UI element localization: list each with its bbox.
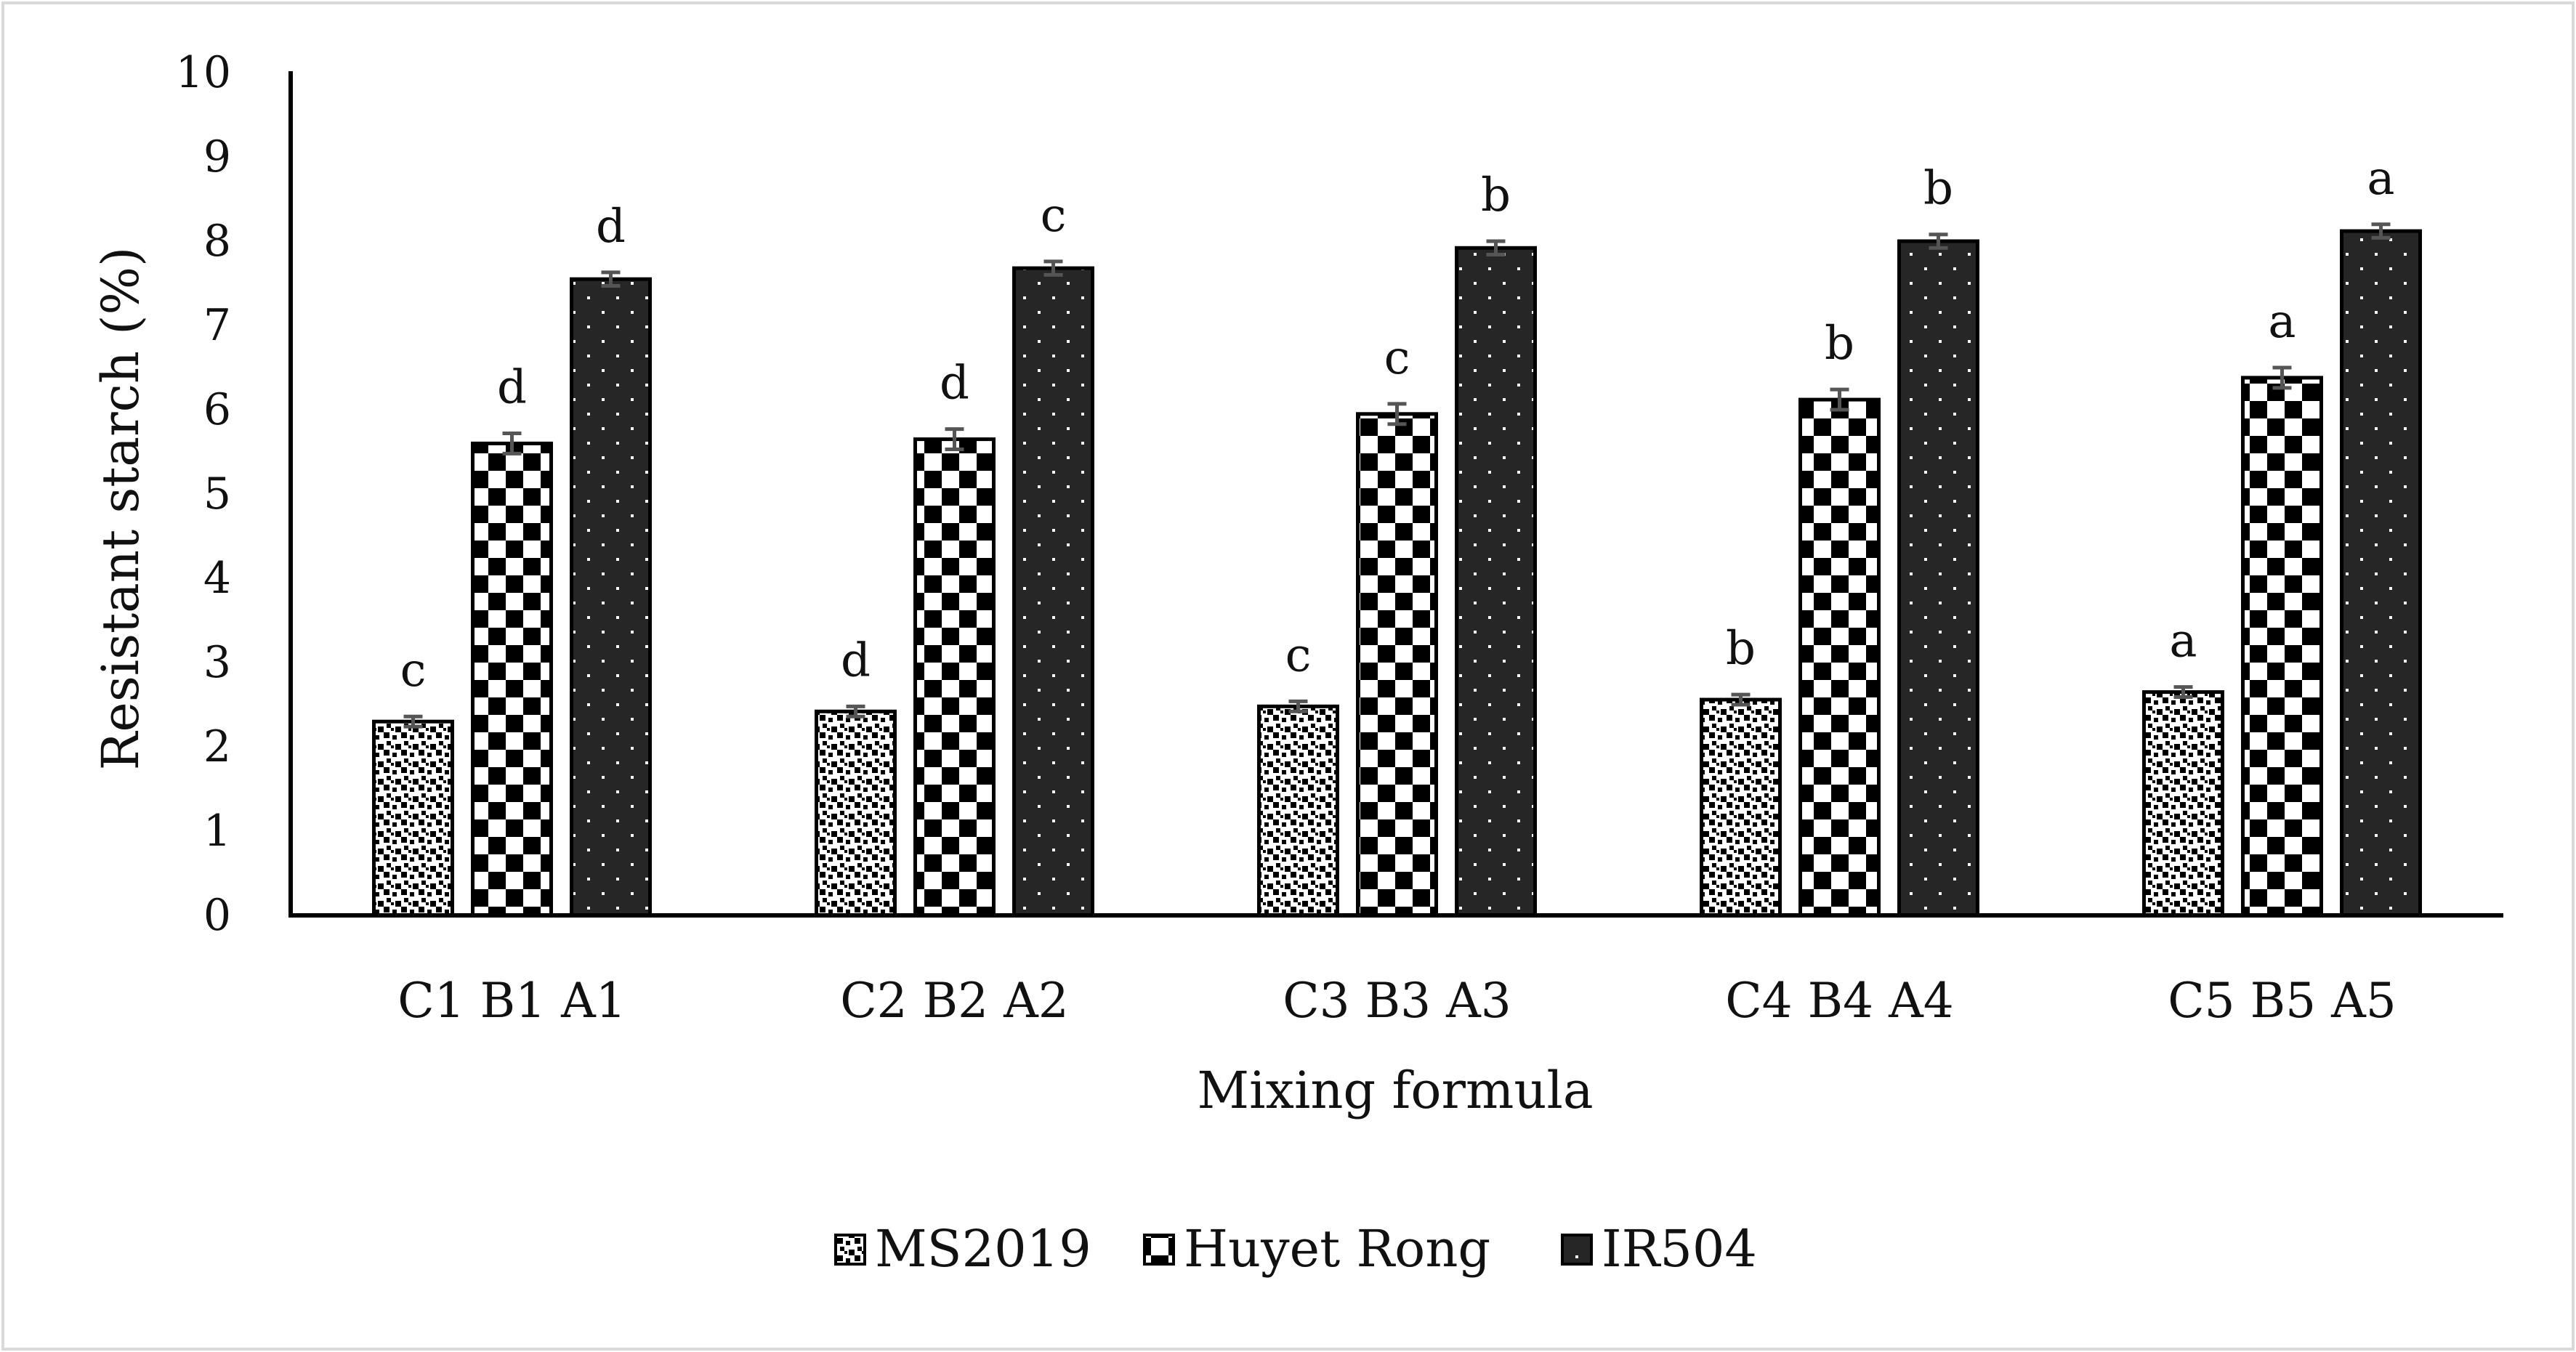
y-tick-label: 1 — [203, 806, 231, 857]
y-tick-label: 7 — [203, 300, 231, 351]
plot-area: 0 1 2 3 4 5 6 7 8 9 10 c d d C1 B1 A1 d d c C2 B2 A2 c c b C3 … — [176, 47, 2503, 1029]
y-tick-label: 8 — [203, 216, 231, 267]
legend-label: IR504 — [1602, 1219, 1757, 1279]
y-tick-label: 10 — [176, 47, 231, 98]
y-tick-label: 4 — [203, 553, 231, 604]
bar — [2241, 376, 2323, 918]
bar — [372, 719, 454, 918]
legend: MS2019 Huyet Rong IR504 — [834, 1219, 1757, 1279]
y-tick-label: 6 — [203, 384, 231, 435]
significance-letter: d — [596, 200, 626, 254]
y-tick-label: 2 — [203, 721, 231, 772]
y-axis-title: Resistant starch (%) — [91, 247, 150, 771]
bar — [913, 437, 996, 918]
bar — [1455, 246, 1537, 918]
significance-letter: a — [2268, 295, 2296, 349]
bar — [815, 709, 897, 918]
significance-letter: b — [1726, 622, 1756, 676]
significance-letter: a — [2169, 615, 2197, 668]
significance-letter: b — [1481, 169, 1511, 222]
y-tick-label: 0 — [203, 890, 231, 941]
bar — [2142, 690, 2224, 918]
bar — [1700, 697, 1782, 918]
legend-swatch — [1561, 1234, 1593, 1266]
bar — [1257, 704, 1339, 918]
significance-letter: d — [841, 634, 871, 687]
significance-letter: b — [1825, 317, 1854, 371]
legend-swatch — [834, 1234, 866, 1266]
x-tick-label: C5 B5 A5 — [2168, 973, 2397, 1029]
x-axis-title: Mixing formula — [1197, 1061, 1593, 1120]
bar — [1012, 266, 1094, 918]
legend-swatch — [1143, 1234, 1175, 1266]
significance-letter: b — [1923, 162, 1953, 216]
x-tick-label: C4 B4 A4 — [1725, 973, 1954, 1029]
legend-label: Huyet Rong — [1184, 1219, 1490, 1279]
legend-label: MS2019 — [875, 1219, 1091, 1279]
x-tick-label: C2 B2 A2 — [840, 973, 1069, 1029]
y-tick-label: 9 — [203, 131, 231, 182]
significance-letter: c — [1041, 189, 1067, 243]
bar — [570, 277, 652, 918]
x-tick-label: C3 B3 A3 — [1283, 973, 1511, 1029]
bar — [1897, 239, 1979, 918]
bar — [2340, 229, 2422, 918]
bar — [1798, 397, 1881, 918]
significance-letter: a — [2367, 152, 2394, 206]
bar — [471, 441, 553, 918]
significance-letter: d — [497, 360, 527, 414]
x-tick-label: C1 B1 A1 — [397, 973, 626, 1029]
significance-letter: d — [940, 357, 969, 410]
y-tick-label: 5 — [203, 469, 231, 519]
bar — [1356, 412, 1438, 918]
significance-letter: c — [400, 644, 427, 697]
significance-letter: c — [1285, 628, 1312, 682]
significance-letter: c — [1384, 331, 1410, 385]
y-tick-label: 3 — [203, 637, 231, 688]
